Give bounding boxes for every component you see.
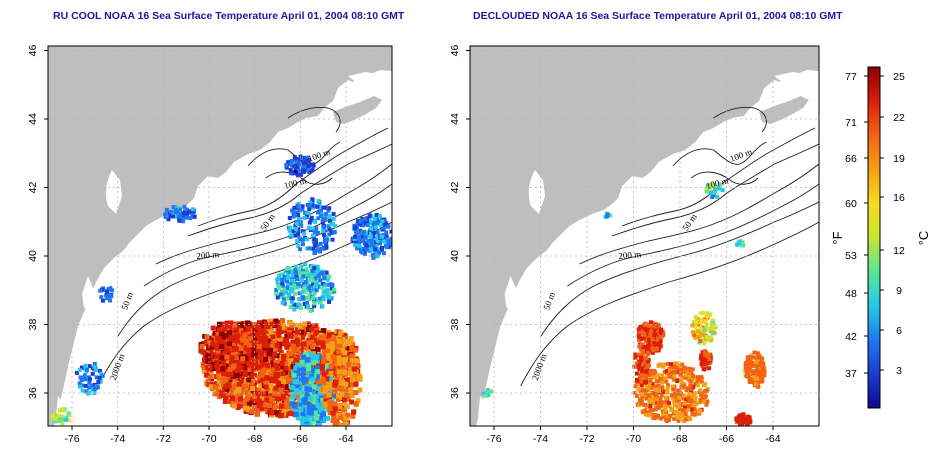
x-tick-label: -76 <box>486 433 501 445</box>
fahrenheit-tick-label: 48 <box>845 288 857 300</box>
x-tick-label: -72 <box>579 433 594 445</box>
fahrenheit-tick-label: 37 <box>845 368 857 380</box>
x-tick-label: -74 <box>533 433 548 445</box>
celsius-unit-label: °C <box>916 231 931 246</box>
map-frame-right <box>469 45 820 427</box>
x-tick-label: -72 <box>156 433 171 445</box>
celsius-tick-label: 16 <box>893 192 905 204</box>
celsius-scale: 25 22 19 16 12 9 6 3 <box>880 71 905 377</box>
x-tick-label: -66 <box>293 433 308 445</box>
celsius-tick-label: 9 <box>896 285 902 297</box>
temperature-colorbar: 77 71 66 60 53 48 42 37 25 22 19 16 12 9 6 3 °F °C <box>830 66 931 409</box>
celsius-tick-label: 25 <box>893 71 905 83</box>
y-tick-label: 42 <box>449 182 461 194</box>
contour-label: 200 m <box>618 249 642 261</box>
x-tick-label: -64 <box>765 433 780 445</box>
fahrenheit-tick-label: 60 <box>845 198 857 210</box>
left-map-title: RU COOL NOAA 16 Sea Surface Temperature … <box>53 10 405 22</box>
longitude-axis-left: -76 -74 -72 -70 -68 -66 -64 <box>64 426 354 445</box>
y-tick-label: 36 <box>27 387 39 399</box>
x-tick-label: -70 <box>201 433 216 445</box>
x-tick-label: -76 <box>64 433 79 445</box>
fahrenheit-tick-label: 77 <box>845 71 857 83</box>
y-tick-label: 46 <box>449 45 461 57</box>
y-tick-label: 46 <box>27 45 39 57</box>
map-frame-left <box>47 45 393 427</box>
grid-lines-right <box>470 46 819 426</box>
y-tick-label: 44 <box>449 113 461 125</box>
contour-label: 200 m <box>196 249 220 261</box>
y-tick-label: 36 <box>449 387 461 399</box>
fahrenheit-tick-label: 53 <box>845 250 857 262</box>
celsius-tick-label: 12 <box>893 245 905 257</box>
x-tick-label: -68 <box>247 433 262 445</box>
longitude-axis-right: -76 -74 -72 -70 -68 -66 -64 <box>486 426 781 445</box>
y-tick-label: 42 <box>27 182 39 194</box>
sst-pixels-right <box>481 182 767 426</box>
grid-lines-left <box>48 46 392 426</box>
celsius-tick-label: 3 <box>896 365 902 377</box>
celsius-tick-label: 19 <box>893 153 905 165</box>
fahrenheit-tick-label: 66 <box>845 153 857 165</box>
celsius-tick-label: 22 <box>893 112 905 124</box>
y-tick-label: 44 <box>27 113 39 125</box>
fahrenheit-tick-label: 71 <box>845 117 857 129</box>
x-tick-label: -74 <box>110 433 125 445</box>
celsius-tick-label: 6 <box>896 325 902 337</box>
y-tick-label: 40 <box>27 250 39 262</box>
colorbar-scale <box>867 66 881 409</box>
x-tick-label: -66 <box>719 433 734 445</box>
x-tick-label: -70 <box>626 433 641 445</box>
fahrenheit-tick-label: 42 <box>845 331 857 343</box>
x-tick-label: -68 <box>672 433 687 445</box>
latitude-axis-left: 36 38 40 42 44 46 <box>27 45 48 399</box>
fahrenheit-scale: 77 71 66 60 53 48 42 37 <box>845 71 868 380</box>
y-tick-label: 40 <box>449 250 461 262</box>
fahrenheit-unit-label: °F <box>830 231 845 244</box>
y-tick-label: 38 <box>27 319 39 331</box>
y-tick-label: 38 <box>449 319 461 331</box>
latitude-axis-right: 36 38 40 42 44 46 <box>449 45 470 399</box>
right-map-title: DECLOUDED NOAA 16 Sea Surface Temperatur… <box>473 10 843 22</box>
x-tick-label: -64 <box>338 433 353 445</box>
